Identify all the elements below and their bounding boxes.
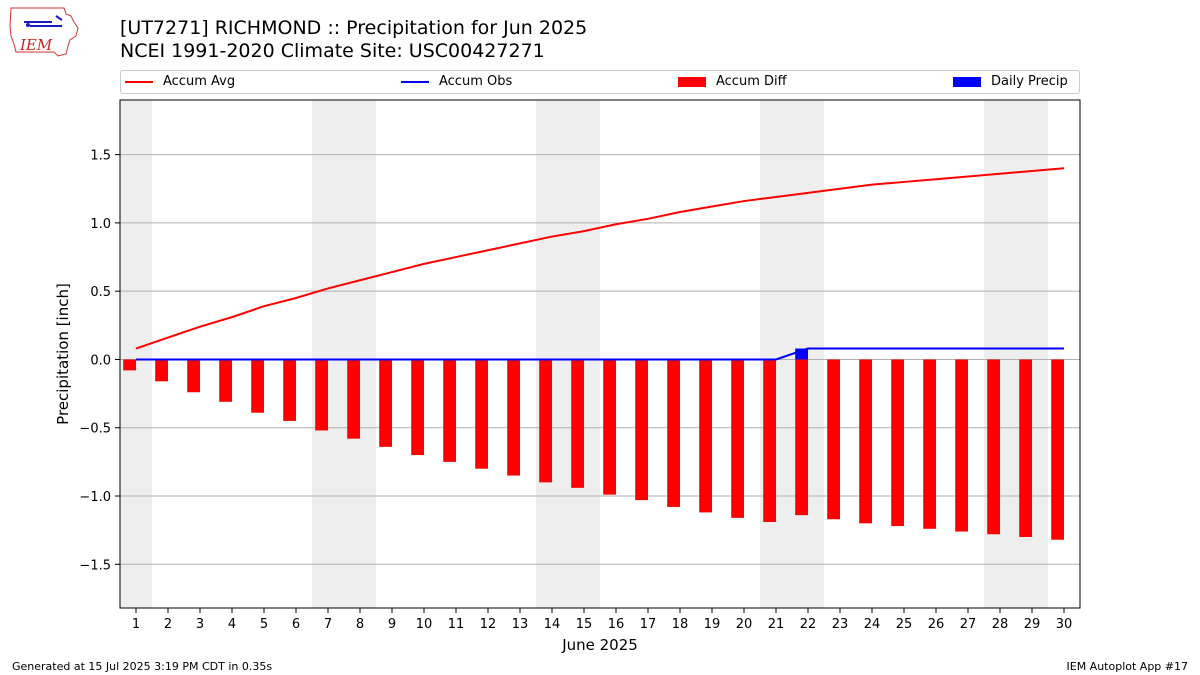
iem-logo: IEM xyxy=(9,7,79,57)
x-tick-label: 10 xyxy=(416,617,433,632)
accum-avg-line xyxy=(135,167,1065,350)
x-tick-label: 9 xyxy=(388,617,396,632)
accum-diff-bar xyxy=(955,359,968,532)
logo-text: IEM xyxy=(19,36,53,54)
y-tick-label: 1.5 xyxy=(90,149,111,164)
x-tick-label: 3 xyxy=(196,617,204,632)
legend-label: Daily Precip xyxy=(991,74,1068,89)
accum-diff-bar xyxy=(571,359,584,488)
x-tick-label: 5 xyxy=(260,617,268,632)
accum-diff-bar xyxy=(283,359,296,421)
x-tick-label: 15 xyxy=(576,617,593,632)
x-tick-label: 11 xyxy=(448,617,465,632)
accum-diff-bar xyxy=(315,359,328,431)
accum-diff-bar xyxy=(379,359,392,447)
accum-diff-bar xyxy=(667,359,680,507)
legend-item-accum-diff: Accum Diff xyxy=(678,74,787,89)
accum-diff-bar xyxy=(635,359,648,501)
x-tick-label: 20 xyxy=(736,617,753,632)
weekend-shade xyxy=(344,100,376,608)
accum-diff-bar xyxy=(475,359,488,469)
x-tick-label: 21 xyxy=(768,617,785,632)
accum-diff-bar xyxy=(1051,359,1064,540)
x-tick-label: 6 xyxy=(292,617,300,632)
accum-diff-bar xyxy=(827,359,840,520)
x-tick-label: 18 xyxy=(672,617,689,632)
accum-diff-bar xyxy=(603,359,616,495)
accum-diff-bar xyxy=(859,359,872,524)
x-axis-label: June 2025 xyxy=(561,636,638,654)
accum-diff-bar xyxy=(187,359,200,393)
plot-frame xyxy=(119,99,1081,609)
accum-diff-bar xyxy=(507,359,520,476)
weekend-shade xyxy=(536,100,568,608)
x-tick-label: 12 xyxy=(480,617,497,632)
accum-diff-bar xyxy=(1019,359,1032,537)
accum-diff-bar xyxy=(155,359,168,382)
accum-diff-bar xyxy=(891,359,904,527)
legend-label: Accum Avg xyxy=(163,74,236,89)
x-tick-label: 24 xyxy=(864,617,881,632)
legend-item-accum-avg: Accum Avg xyxy=(125,74,235,89)
legend-label: Accum Obs xyxy=(439,74,513,89)
y-tick-label: 1.0 xyxy=(90,217,111,232)
x-tick-label: 14 xyxy=(544,617,561,632)
x-tick-label: 25 xyxy=(896,617,913,632)
accum-diff-bar xyxy=(347,359,360,439)
chart-title: [UT7271] RICHMOND :: Precipitation for J… xyxy=(120,17,588,39)
accum-obs-line xyxy=(136,347,1064,361)
y-tick-label: 0.5 xyxy=(90,285,111,300)
legend-label: Accum Diff xyxy=(716,74,787,89)
legend-swatch xyxy=(125,80,153,83)
y-tick-label: −1.5 xyxy=(79,558,111,573)
daily-precip-bar xyxy=(795,348,808,360)
accum-diff-bar xyxy=(795,359,808,516)
accum-diff-bar xyxy=(539,359,552,483)
legend: Accum Avg Accum Obs Accum Diff Daily Pre… xyxy=(120,70,1080,94)
legend-item-accum-obs: Accum Obs xyxy=(401,74,512,89)
generated-note: Generated at 15 Jul 2025 3:19 PM CDT in … xyxy=(12,660,273,673)
x-tick-label: 22 xyxy=(800,617,817,632)
x-tick-label: 26 xyxy=(928,617,945,632)
x-tick-label: 30 xyxy=(1056,617,1073,632)
x-tick-label: 8 xyxy=(356,617,364,632)
accum-diff-bar xyxy=(411,359,424,456)
x-tick-label: 28 xyxy=(992,617,1009,632)
x-tick-label: 27 xyxy=(960,617,977,632)
legend-swatch xyxy=(401,80,429,83)
weekend-shade xyxy=(312,100,344,608)
y-tick-label: −0.5 xyxy=(79,422,111,437)
y-tick-label: −1.0 xyxy=(79,490,111,505)
accum-diff-bar xyxy=(923,359,936,529)
accum-diff-bar xyxy=(219,359,232,402)
accum-diff-bar xyxy=(731,359,744,518)
accum-diff-bar xyxy=(987,359,1000,535)
accum-diff-bar xyxy=(763,359,776,522)
x-tick-label: 1 xyxy=(132,617,140,632)
accum-diff-bar xyxy=(123,359,136,371)
accum-diff-bar xyxy=(251,359,264,413)
x-tick-label: 4 xyxy=(228,617,236,632)
x-tick-label: 7 xyxy=(324,617,332,632)
y-tick-label: 0.0 xyxy=(90,353,111,368)
chart-subtitle: NCEI 1991-2020 Climate Site: USC00427271 xyxy=(120,40,545,62)
x-tick-label: 29 xyxy=(1024,617,1041,632)
x-tick-label: 2 xyxy=(164,617,172,632)
legend-swatch xyxy=(678,76,706,87)
legend-swatch xyxy=(953,76,981,87)
x-tick-label: 13 xyxy=(512,617,529,632)
x-tick-label: 16 xyxy=(608,617,625,632)
accum-diff-bar xyxy=(699,359,712,513)
legend-item-daily-precip: Daily Precip xyxy=(953,74,1068,89)
y-axis-label: Precipitation [inch] xyxy=(54,283,72,425)
x-tick-label: 17 xyxy=(640,617,657,632)
x-tick-label: 23 xyxy=(832,617,849,632)
x-tick-label: 19 xyxy=(704,617,721,632)
accum-diff-bar xyxy=(443,359,456,462)
app-note: IEM Autoplot App #17 xyxy=(1066,660,1189,673)
weekend-shade xyxy=(568,100,600,608)
weekend-shade xyxy=(760,100,792,608)
weekend-shade xyxy=(120,100,152,608)
